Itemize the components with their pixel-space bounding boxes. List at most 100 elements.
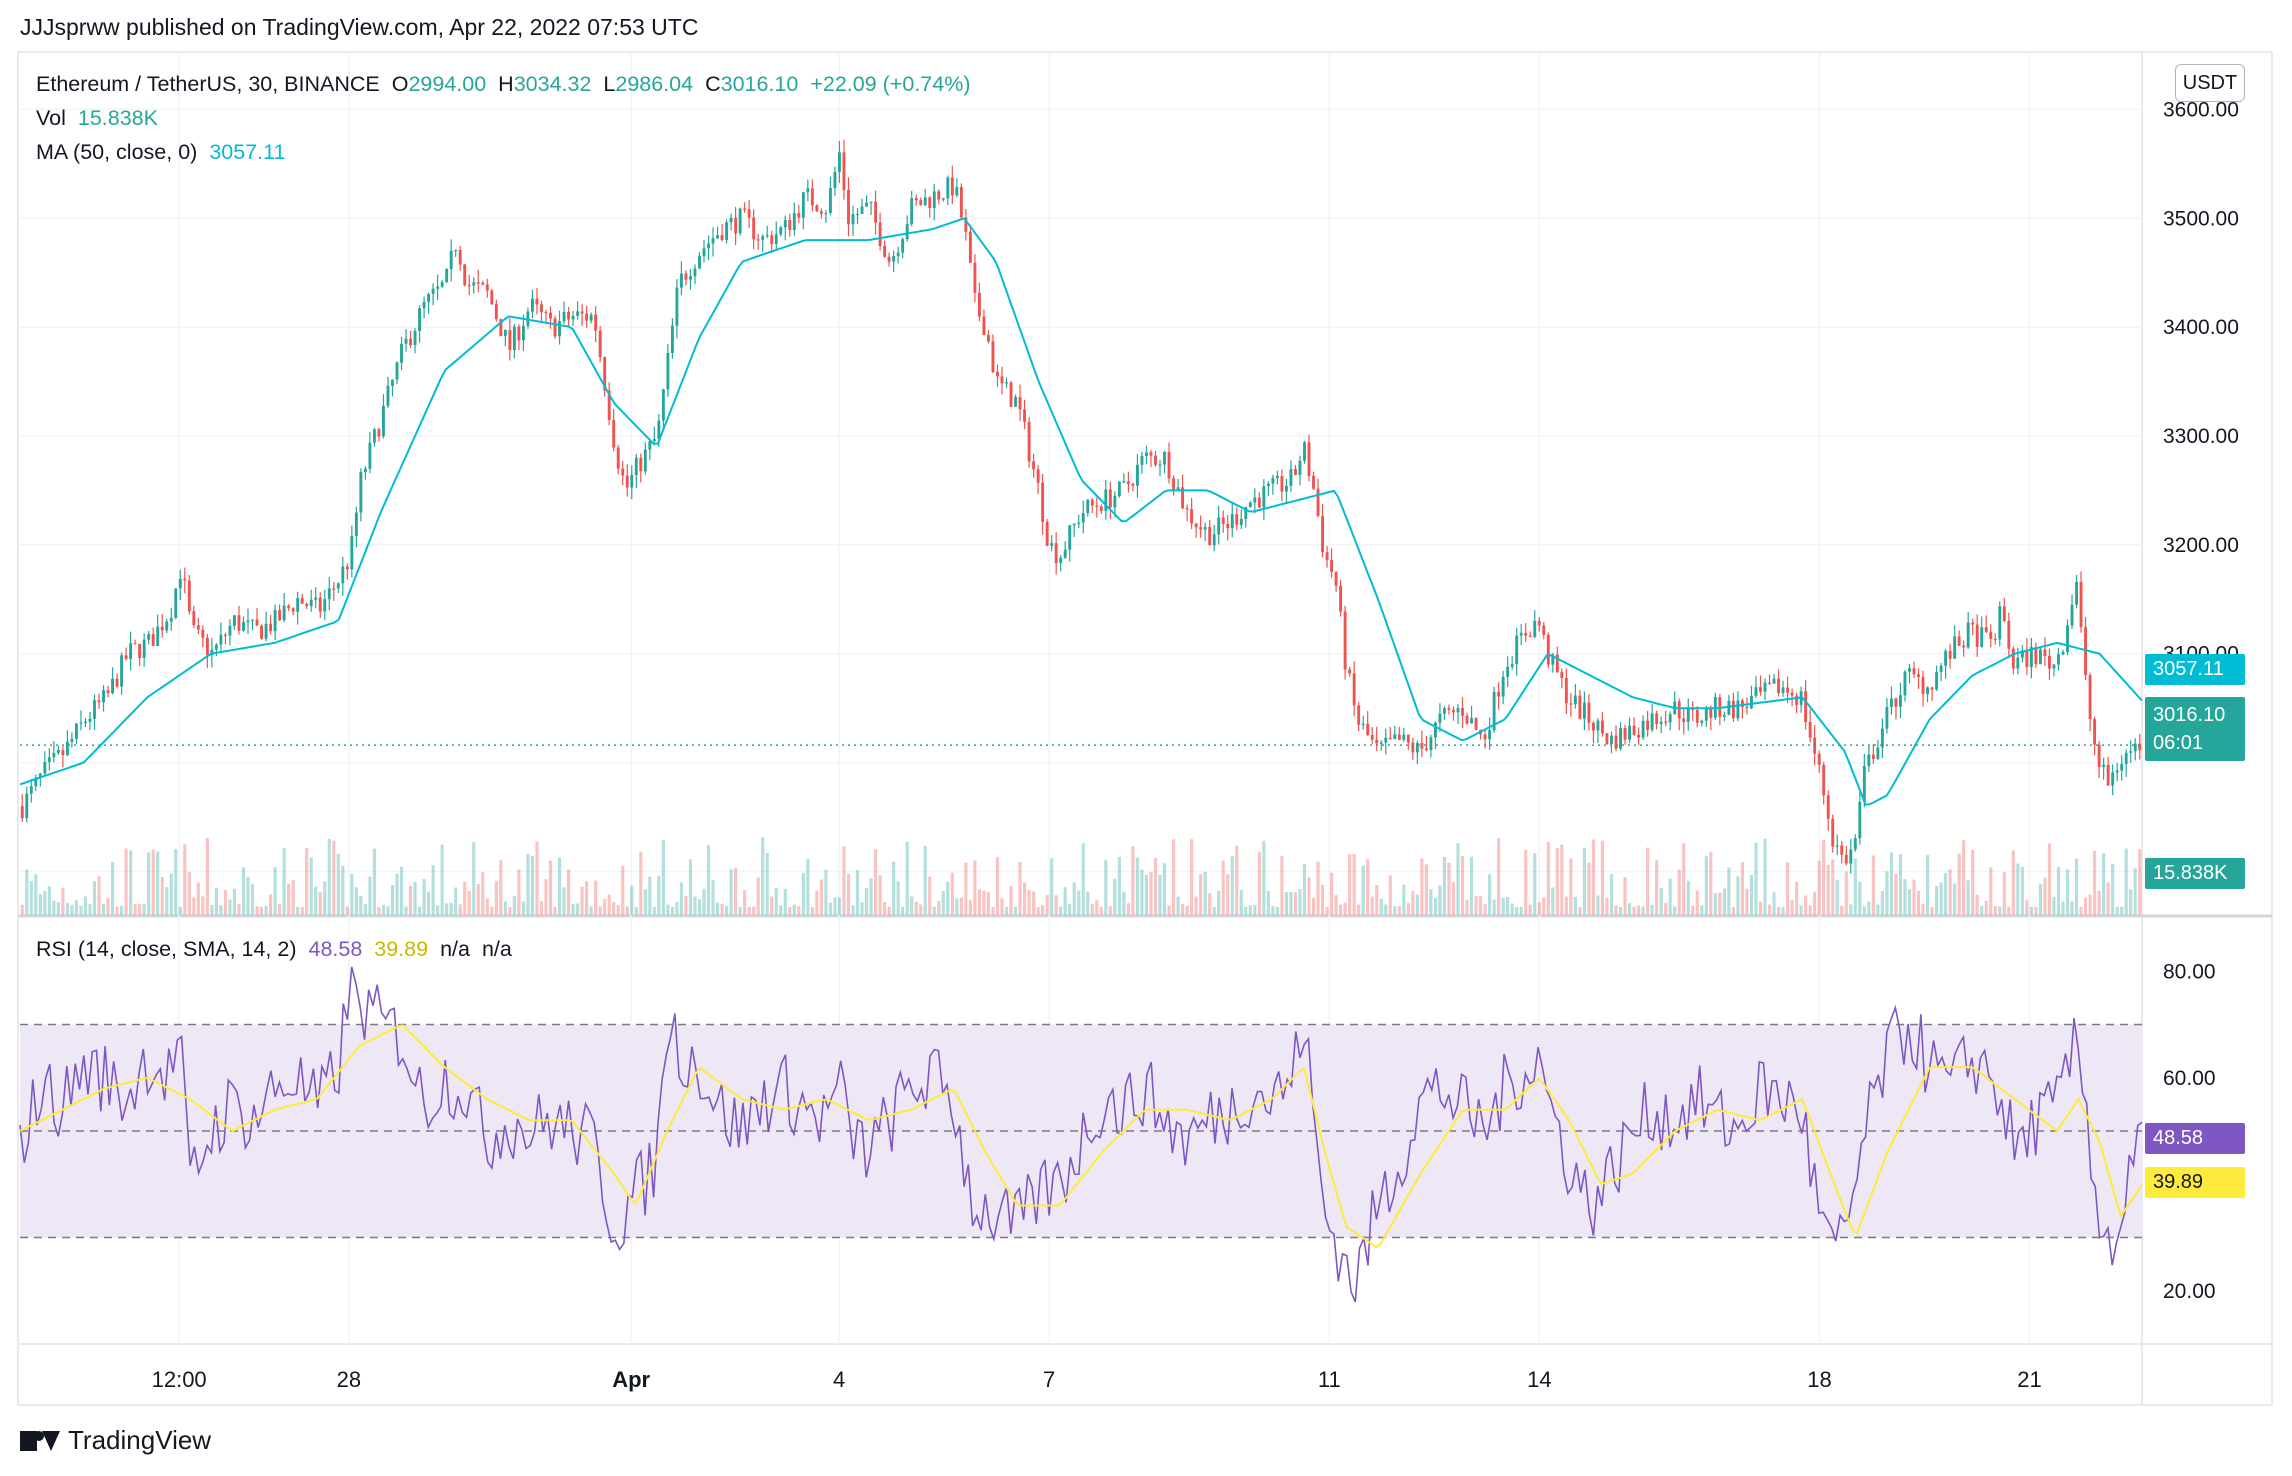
candle-body	[1452, 709, 1455, 713]
candle-body	[625, 475, 629, 488]
volume-bar	[512, 896, 516, 915]
candle-body	[1081, 513, 1085, 523]
candle-body	[133, 643, 137, 645]
candle-body	[1181, 487, 1185, 509]
candle-body	[756, 239, 760, 241]
candle-body	[449, 250, 453, 270]
candle-body	[1366, 723, 1370, 736]
candle-body	[382, 405, 385, 437]
candle-body	[1817, 753, 1821, 765]
volume-bar	[259, 906, 264, 915]
candle-body	[436, 286, 440, 289]
candle-body	[1456, 708, 1460, 713]
volume-bar	[982, 890, 986, 915]
published-header: JJJsprww published on TradingView.com, A…	[20, 14, 699, 40]
volume-bar	[1898, 854, 1903, 915]
ma-line	[19, 217, 2143, 806]
volume-value: 15.838K	[77, 106, 158, 130]
volume-bar	[1623, 877, 1627, 915]
volume-bar	[133, 903, 137, 915]
currency-button[interactable]: USDT	[2175, 64, 2245, 102]
volume-bar	[2129, 889, 2133, 915]
candle-body	[865, 202, 868, 207]
volume-bar	[946, 881, 950, 915]
candle-body	[1307, 442, 1311, 476]
candle-body	[2057, 654, 2060, 665]
volume-bar	[1325, 906, 1329, 915]
volume-bar	[959, 897, 963, 915]
volume-bar	[1546, 841, 1550, 915]
volume-bar	[1569, 858, 1573, 915]
candle-body	[1542, 625, 1546, 635]
volume-bar	[892, 861, 896, 915]
volume-bar	[1876, 904, 1880, 915]
candle-body	[445, 269, 449, 283]
candle-body	[2038, 649, 2042, 665]
brand-name: TradingView	[68, 1425, 212, 1455]
volume-bar	[1582, 848, 1586, 915]
candle-body	[192, 611, 196, 626]
volume-bar	[2111, 864, 2115, 915]
price-tick-label: 3600.00	[2163, 98, 2239, 121]
volume-bar	[1763, 838, 1767, 915]
candle-body	[79, 722, 83, 724]
volume-bar	[1894, 873, 1898, 915]
candle-body	[535, 298, 539, 305]
candle-body	[350, 535, 354, 570]
volume-bar	[1271, 905, 1275, 915]
rsi-label: RSI (14, close, SMA, 14, 2)	[36, 937, 297, 961]
candle-body	[747, 209, 751, 218]
volume-bar	[1993, 905, 1997, 915]
candle-body	[409, 338, 412, 346]
ma-legend: MA (50, close, 0) 3057.11	[36, 140, 291, 165]
candle-body	[770, 235, 774, 244]
volume-bar	[928, 876, 932, 915]
candle-body	[1591, 722, 1595, 731]
volume-bar	[404, 906, 408, 915]
volume-bar	[1190, 839, 1194, 915]
volume-bar	[774, 888, 778, 915]
candle-body	[1885, 706, 1889, 729]
volume-bar	[846, 873, 851, 915]
volume-bar	[788, 906, 792, 915]
candle-body	[246, 620, 250, 623]
volume-bar	[639, 851, 643, 915]
volume-bar	[1203, 871, 1207, 915]
rsi-band	[20, 1024, 2142, 1238]
footer-brand[interactable]: TradingView	[20, 1425, 211, 1456]
volume-bar	[1849, 904, 1853, 915]
candle-body	[819, 211, 823, 214]
volume-bar	[1262, 840, 1266, 915]
volume-bar	[828, 902, 833, 915]
candle-body	[1510, 664, 1514, 667]
candle-body	[2002, 606, 2006, 621]
volume-bar	[562, 887, 566, 915]
volume-bar	[842, 846, 846, 915]
candle-body	[1203, 526, 1207, 530]
candle-body	[828, 187, 832, 214]
candle-body	[1826, 795, 1830, 819]
volume-bar	[1713, 893, 1717, 915]
candle-body	[129, 643, 133, 659]
candle-body	[440, 282, 444, 287]
volume-bar	[1442, 857, 1447, 915]
volume-bar	[314, 886, 318, 915]
candle-body	[296, 598, 300, 612]
candle-body	[1284, 485, 1288, 492]
volume-bar	[1975, 894, 1979, 915]
candle-body	[1939, 665, 1943, 673]
volume-bar	[490, 906, 494, 915]
candle-body	[1099, 506, 1103, 512]
candle-body	[52, 752, 56, 758]
candle-body	[1768, 682, 1771, 684]
candle-body	[571, 315, 575, 320]
candle-body	[1740, 700, 1744, 707]
volume-bar	[110, 861, 115, 915]
volume-bar	[165, 887, 169, 915]
candle-body	[2111, 772, 2115, 786]
candle-body	[1393, 734, 1397, 739]
candle-body	[2133, 743, 2137, 752]
tradingview-logo-icon	[20, 1429, 60, 1453]
candle-body	[1980, 627, 1984, 647]
